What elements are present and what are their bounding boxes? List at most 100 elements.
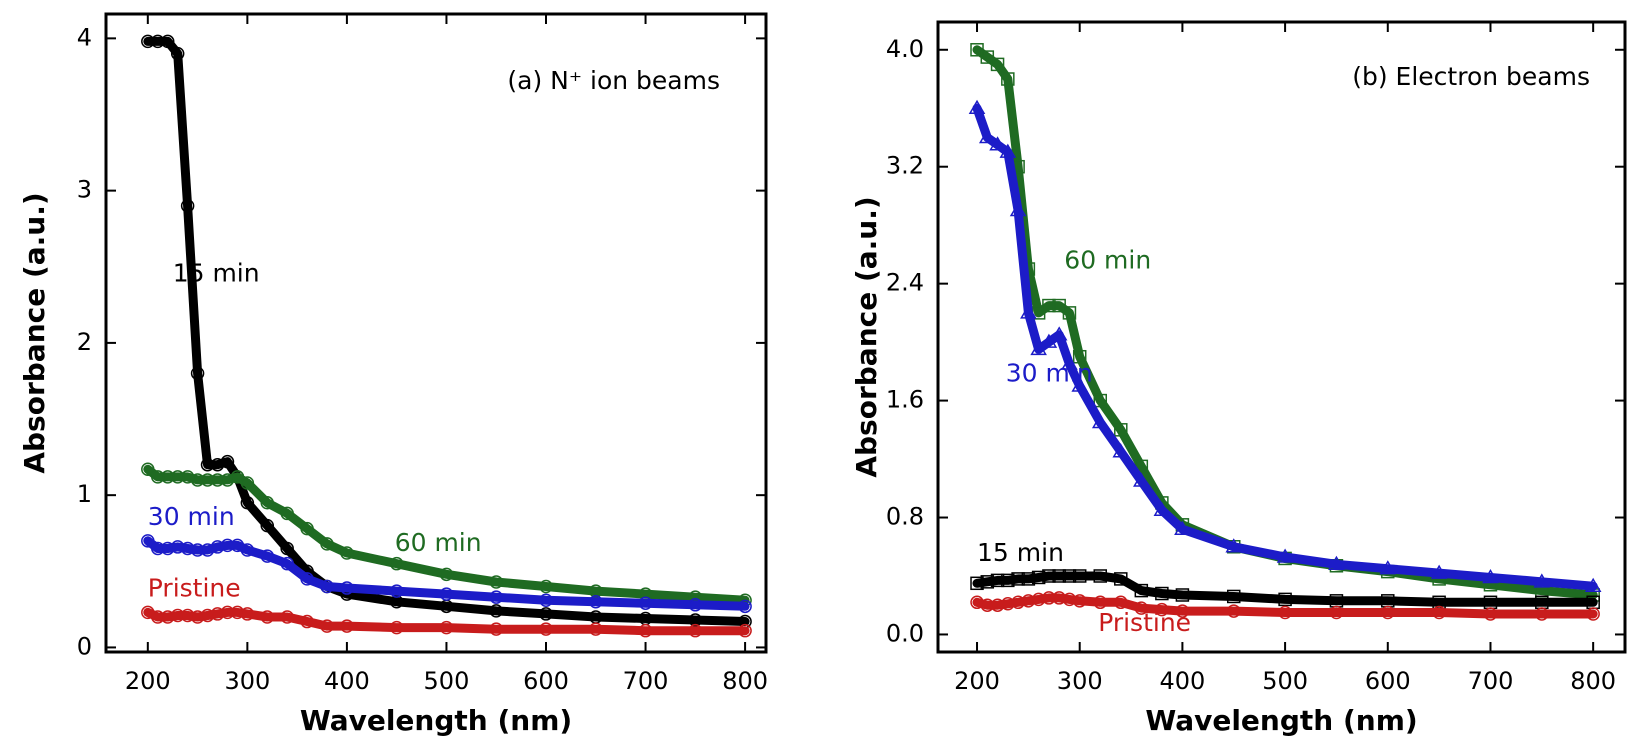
- marker: [638, 623, 653, 638]
- marker: [280, 610, 294, 624]
- marker: [1062, 592, 1077, 607]
- marker: [340, 546, 354, 560]
- marker: [989, 136, 1006, 151]
- marker: [210, 540, 225, 554]
- x-axis-label: Wavelength (nm): [1145, 704, 1417, 737]
- x-tick-label: 600: [1365, 667, 1411, 695]
- marker: [180, 541, 195, 556]
- x-tick-label: 700: [1468, 667, 1514, 695]
- marker: [489, 590, 503, 604]
- marker: [1114, 572, 1128, 586]
- marker: [638, 596, 653, 611]
- marker: [1226, 589, 1241, 604]
- marker: [1021, 594, 1036, 608]
- marker: [280, 556, 294, 571]
- marker: [240, 496, 255, 510]
- marker: [280, 541, 294, 556]
- y-tick-label: 1.6: [886, 386, 924, 414]
- x-tick-label: 800: [1570, 667, 1616, 695]
- marker: [1381, 605, 1395, 620]
- marker: [220, 473, 235, 487]
- marker: [980, 598, 995, 612]
- marker: [1001, 72, 1015, 86]
- marker: [170, 46, 185, 61]
- marker: [1174, 520, 1191, 535]
- marker: [1061, 355, 1078, 370]
- marker: [240, 607, 255, 621]
- y-axis-label: Absorbance (a.u.): [18, 192, 51, 473]
- marker: [160, 34, 175, 49]
- marker: [1114, 595, 1128, 610]
- marker: [1062, 306, 1077, 320]
- marker: [389, 556, 404, 571]
- marker: [200, 457, 215, 472]
- panel-title: (b) Electron beams: [1352, 62, 1590, 91]
- marker: [990, 57, 1005, 72]
- marker: [320, 537, 334, 551]
- marker: [220, 538, 235, 553]
- marker: [190, 473, 205, 487]
- marker: [340, 581, 354, 595]
- marker: [210, 473, 225, 487]
- marker: [1379, 560, 1397, 575]
- annotation: 15 min: [977, 538, 1064, 567]
- annotation: Pristine: [148, 574, 241, 603]
- marker: [260, 518, 275, 533]
- y-tick-label: 3.2: [886, 152, 924, 180]
- marker: [589, 584, 603, 598]
- marker: [230, 470, 245, 484]
- marker: [978, 128, 996, 144]
- marker: [1011, 572, 1025, 586]
- marker: [389, 584, 404, 598]
- marker: [240, 543, 255, 557]
- marker: [141, 534, 155, 548]
- marker: [439, 620, 454, 635]
- marker: [1226, 604, 1241, 618]
- x-tick-label: 700: [623, 667, 669, 695]
- marker: [990, 598, 1005, 612]
- marker: [141, 34, 155, 49]
- series-line: [143, 464, 750, 605]
- annotation: 60 min: [1064, 246, 1151, 275]
- y-axis-label: Absorbance (a.u.): [850, 196, 883, 477]
- panel-title: (a) N⁺ ion beams: [507, 66, 720, 95]
- marker: [190, 543, 205, 557]
- series-line: [972, 593, 1598, 619]
- marker: [970, 43, 984, 57]
- marker: [688, 623, 703, 638]
- marker: [170, 470, 185, 484]
- marker: [1584, 577, 1602, 592]
- marker: [489, 575, 503, 589]
- marker: [389, 595, 404, 609]
- y-tick-label: 1: [77, 480, 92, 508]
- marker: [220, 605, 235, 620]
- annotation: Pristine: [1098, 608, 1191, 637]
- marker: [210, 607, 225, 621]
- marker: [1072, 594, 1087, 608]
- marker: [1432, 605, 1446, 620]
- marker: [1062, 569, 1077, 583]
- x-tick-label: 300: [224, 667, 270, 695]
- marker: [1071, 377, 1089, 392]
- marker: [180, 608, 195, 623]
- marker: [539, 607, 553, 621]
- marker: [1020, 304, 1037, 319]
- x-tick-label: 400: [1159, 667, 1205, 695]
- marker: [1155, 602, 1169, 617]
- marker: [389, 620, 404, 635]
- x-tick-label: 300: [1057, 667, 1103, 695]
- y-tick-label: 0.8: [886, 503, 924, 531]
- marker: [489, 604, 503, 618]
- marker: [1042, 298, 1056, 313]
- y-tick-label: 2.4: [886, 269, 924, 297]
- marker: [210, 457, 225, 472]
- marker: [1030, 340, 1047, 356]
- marker: [539, 579, 553, 594]
- marker: [1031, 570, 1046, 585]
- annotation: 30 min: [1006, 358, 1093, 387]
- marker: [300, 614, 314, 629]
- marker: [1114, 423, 1128, 437]
- marker: [539, 593, 553, 607]
- marker: [320, 579, 334, 594]
